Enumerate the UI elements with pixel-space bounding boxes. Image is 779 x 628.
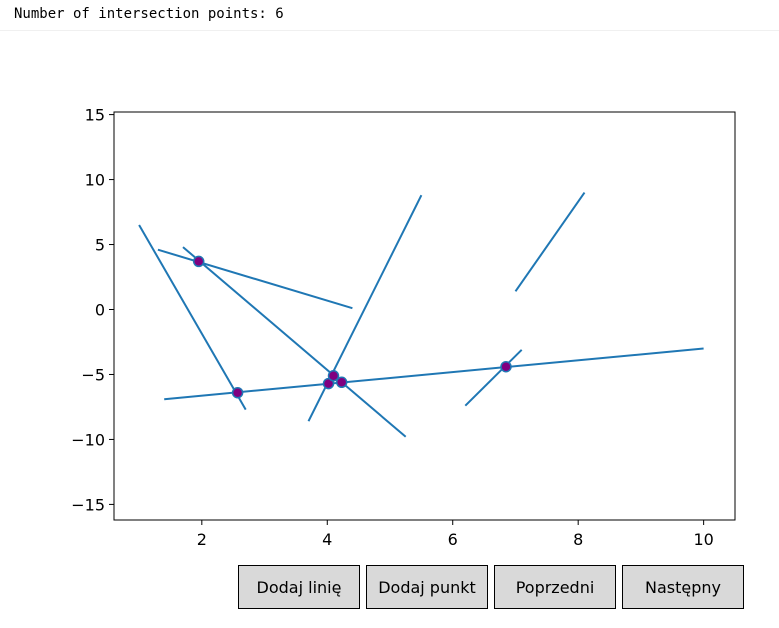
x-tick-label: 10 [693,530,713,549]
segment-2 [157,248,353,310]
intersection-point [327,370,340,382]
intersection-count-text: Number of intersection points: 6 [14,6,284,22]
x-tick-label: 4 [322,530,332,549]
segment-3 [182,246,407,438]
next-button[interactable]: Następny [622,565,744,609]
plot-frame [113,111,736,521]
y-tick-label: 0 [95,301,105,320]
segment-5 [164,347,704,401]
x-tick-label: 8 [573,530,583,549]
segment-6 [464,349,523,407]
x-tick-label: 2 [197,530,207,549]
x-tick-label: 6 [448,530,458,549]
y-tick-label: 5 [95,236,105,255]
y-axis: 15 10 5 0 −5 −10 −15 [71,106,114,514]
y-tick-label: −15 [71,495,105,514]
segment-1 [138,224,247,411]
previous-button[interactable]: Poprzedni [494,565,616,609]
intersection-points-layer [192,255,512,399]
y-tick-label: −10 [71,430,105,449]
segments-layer [138,192,704,438]
intersection-point [500,360,512,373]
status-bar: Number of intersection points: 6 [0,0,779,31]
segment-7 [514,192,586,292]
intersection-point [335,376,348,389]
add-line-button[interactable]: Dodaj linię [238,565,360,609]
y-tick-label: 10 [85,171,105,190]
x-axis: 2 4 6 8 10 [197,520,714,549]
intersection-point [231,386,244,399]
y-tick-label: 15 [85,106,105,125]
intersection-point [192,255,205,268]
add-point-button[interactable]: Dodaj punkt [366,565,488,609]
y-tick-label: −5 [81,365,105,384]
